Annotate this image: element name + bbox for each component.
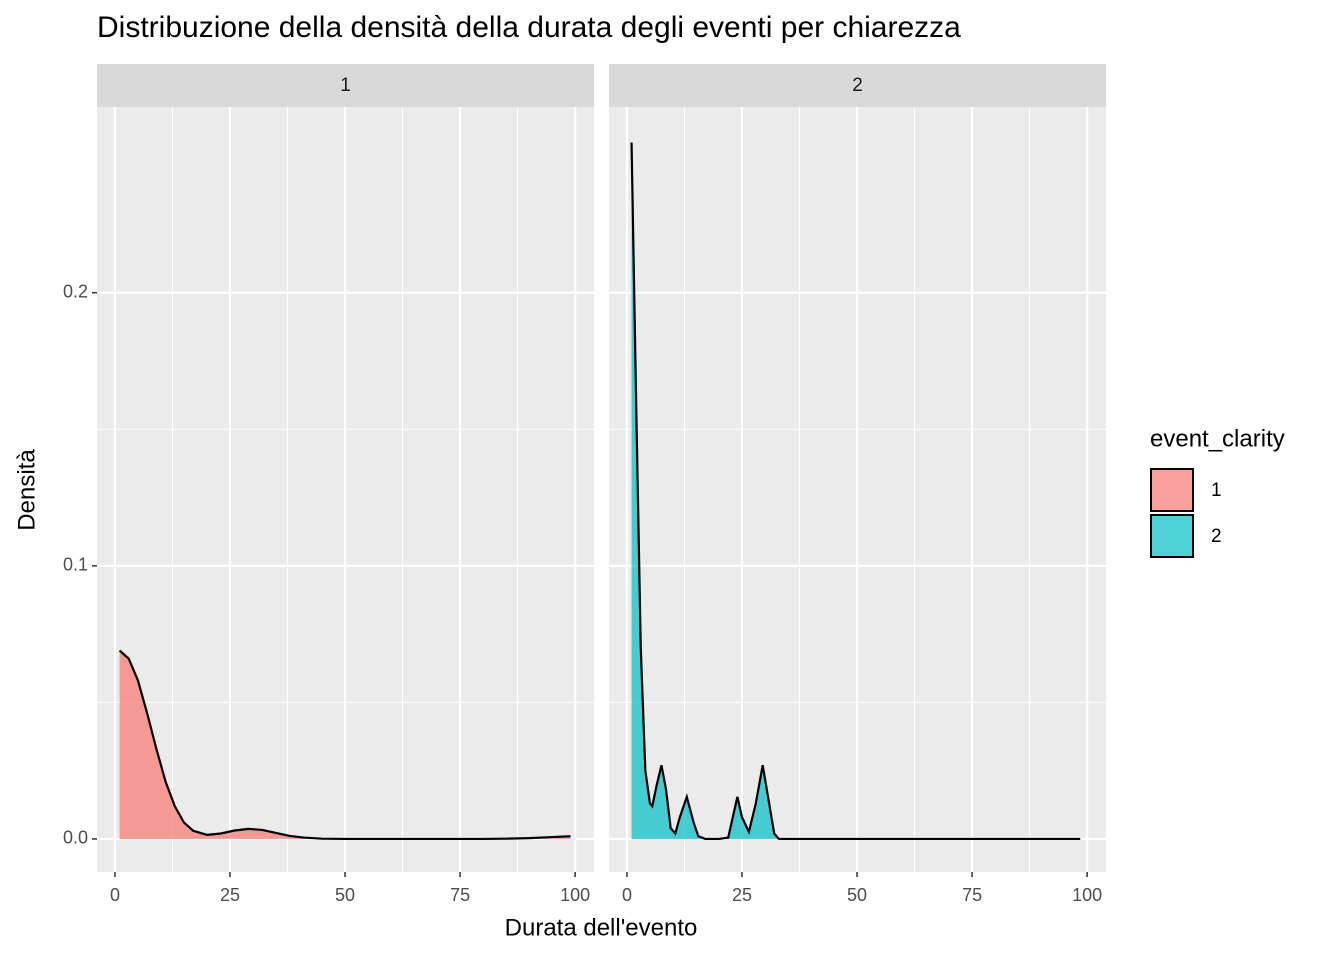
legend-key [1150, 468, 1194, 512]
x-tick-label: 75 [450, 885, 470, 905]
facet-strip [609, 64, 1106, 107]
legend-label: 2 [1211, 526, 1222, 547]
x-tick-label: 50 [335, 885, 355, 905]
x-tick-label: 100 [560, 885, 590, 905]
legend-key [1150, 514, 1194, 558]
y-tick-label: 0.1 [63, 555, 88, 575]
facet-label: 1 [340, 75, 351, 96]
density-line [630, 142, 1081, 841]
y-axis-label: Densità [13, 449, 40, 531]
x-tick-label: 0 [622, 885, 632, 905]
x-axis-label: Durata dell'evento [505, 914, 698, 941]
y-tick-label: 0.0 [63, 828, 88, 848]
x-tick-label: 0 [110, 885, 120, 905]
x-tick-label: 100 [1072, 885, 1102, 905]
density-line [118, 649, 571, 841]
x-tick-label: 75 [962, 885, 982, 905]
chart-title: Distribuzione della densità della durata… [97, 11, 961, 44]
legend-title: event_clarity [1150, 425, 1285, 452]
y-tick-label: 0.2 [63, 281, 88, 301]
legend-label: 1 [1211, 480, 1222, 501]
x-tick-label: 50 [847, 885, 867, 905]
x-tick-label: 25 [732, 885, 752, 905]
facet-label: 2 [852, 75, 863, 96]
facet-strip [97, 64, 594, 107]
x-tick-label: 25 [220, 885, 240, 905]
density-area [119, 650, 571, 839]
